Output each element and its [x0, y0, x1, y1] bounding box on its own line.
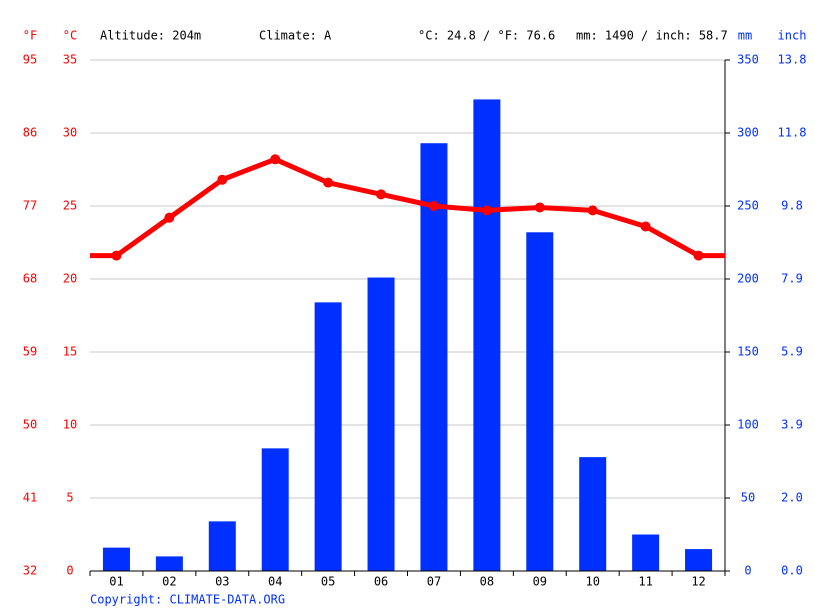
bar [632, 534, 660, 571]
y-tick-label-f: 95 [23, 53, 37, 67]
bar [579, 457, 607, 571]
temperature-point [376, 189, 387, 200]
temperature-point [693, 250, 704, 261]
y2-tick-label-inch: 11.8 [778, 126, 807, 140]
y-tick-label: 25 [63, 199, 77, 213]
y2-tick-label-inch: 5.9 [781, 345, 803, 359]
bar [473, 99, 501, 572]
bar [420, 143, 448, 571]
x-tick-label: 01 [109, 575, 123, 589]
temperature-point [217, 174, 228, 185]
temperature-point [587, 205, 598, 216]
x-tick-label: 11 [638, 575, 652, 589]
bar [314, 302, 342, 571]
axis-unit-f: °F [23, 29, 37, 43]
y2-tick-label: 300 [737, 126, 759, 140]
temperature-point [640, 221, 651, 232]
annotation: Climate: A [259, 29, 332, 43]
bar [685, 549, 713, 571]
temperature-point [428, 201, 439, 211]
y2-tick-label: 50 [741, 491, 755, 505]
annotation: Altitude: 204m [100, 29, 201, 43]
temperature-point [534, 202, 545, 213]
temperature-point [270, 154, 281, 165]
bar [261, 448, 289, 571]
x-tick-label: 08 [480, 575, 494, 589]
bar [367, 277, 395, 571]
axis-unit-c: °C [63, 29, 77, 43]
bar [102, 547, 130, 571]
y-tick-label: 5 [66, 491, 73, 505]
axis-unit-mm: mm [738, 29, 752, 43]
y2-tick-label-inch: 7.9 [781, 272, 803, 286]
y-tick-label-f: 41 [23, 491, 37, 505]
bar [208, 521, 236, 571]
x-tick-label: 02 [162, 575, 176, 589]
annotation: °C: 24.8 / °F: 76.6 [418, 29, 555, 43]
temperature-point [111, 250, 122, 261]
y2-tick-label-inch: 2.0 [781, 491, 803, 505]
x-tick-label: 06 [374, 575, 388, 589]
y2-tick-label: 250 [737, 199, 759, 213]
y2-tick-label-inch: 13.8 [778, 53, 807, 67]
y-tick-label-f: 59 [23, 345, 37, 359]
y2-tick-label-inch: 9.8 [781, 199, 803, 213]
footer: Copyright: CLIMATE-DATA.ORG [90, 593, 285, 607]
y-tick-label: 15 [63, 345, 77, 359]
y2-tick-label-inch: 3.9 [781, 418, 803, 432]
x-tick-label: 10 [585, 575, 599, 589]
bar [526, 232, 554, 571]
y2-tick-label-inch: 0.0 [781, 564, 803, 578]
annotation: mm: 1490 / inch: 58.7 [576, 29, 728, 43]
y2-tick-label: 200 [737, 272, 759, 286]
temperature-point [481, 205, 492, 216]
temperature-line [115, 156, 700, 258]
y2-tick-label: 150 [737, 345, 759, 359]
temperature-point [164, 212, 175, 223]
y2-tick-label: 350 [737, 53, 759, 67]
bar [155, 556, 183, 571]
y-tick-label-f: 77 [23, 199, 37, 213]
y-tick-label: 0 [66, 564, 73, 578]
y2-tick-label: 100 [737, 418, 759, 432]
y-tick-label: 35 [63, 53, 77, 67]
y-tick-label-f: 68 [23, 272, 37, 286]
x-tick-label: 12 [691, 575, 705, 589]
y-tick-label-f: 50 [23, 418, 37, 432]
y-tick-label-f: 32 [23, 564, 37, 578]
y2-tick-label: 0 [744, 564, 751, 578]
x-tick-label: 04 [268, 575, 282, 589]
x-tick-label: 03 [215, 575, 229, 589]
y-tick-label-f: 86 [23, 126, 37, 140]
x-tick-label: 09 [533, 575, 547, 589]
temperature-point [323, 177, 334, 188]
axis-unit-inch: inch [778, 29, 807, 43]
y-tick-label: 20 [63, 272, 77, 286]
x-tick-label: 05 [321, 575, 335, 589]
y-tick-label: 10 [63, 418, 77, 432]
x-tick-label: 07 [427, 575, 441, 589]
y-tick-label: 30 [63, 126, 77, 140]
